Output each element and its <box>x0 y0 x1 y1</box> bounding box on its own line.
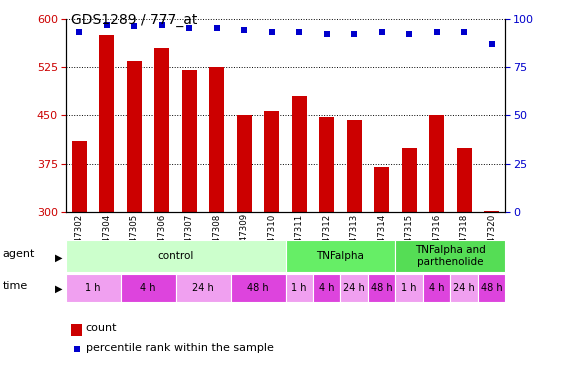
Point <box>460 29 469 35</box>
Bar <box>286 274 313 302</box>
Text: control: control <box>158 251 194 261</box>
Bar <box>66 274 120 302</box>
Bar <box>286 240 395 272</box>
Text: TNFalpha and
parthenolide: TNFalpha and parthenolide <box>415 245 486 267</box>
Point <box>405 31 414 37</box>
Bar <box>72 141 87 212</box>
Text: agent: agent <box>3 249 35 259</box>
Bar <box>484 211 499 212</box>
Text: ▶: ▶ <box>55 284 63 294</box>
Text: 48 h: 48 h <box>247 283 269 293</box>
Point <box>102 21 111 27</box>
Text: 1 h: 1 h <box>401 283 417 293</box>
Bar <box>127 61 142 212</box>
Text: 1 h: 1 h <box>291 283 307 293</box>
Text: 4 h: 4 h <box>140 283 156 293</box>
Bar <box>176 274 231 302</box>
Text: 24 h: 24 h <box>343 283 365 293</box>
Bar <box>478 274 505 302</box>
Point <box>157 21 166 27</box>
Text: 24 h: 24 h <box>453 283 475 293</box>
Point <box>349 31 359 37</box>
Bar <box>313 274 340 302</box>
Bar <box>457 147 472 212</box>
Bar <box>99 35 114 212</box>
Bar <box>292 96 307 212</box>
Text: time: time <box>3 281 28 291</box>
Text: 4 h: 4 h <box>429 283 444 293</box>
Point <box>322 31 331 37</box>
Bar <box>237 116 252 212</box>
Point <box>295 29 304 35</box>
Point <box>72 346 81 352</box>
Point <box>240 27 249 33</box>
Bar <box>340 274 368 302</box>
Bar <box>451 274 478 302</box>
Text: 4 h: 4 h <box>319 283 335 293</box>
Bar <box>66 240 286 272</box>
Point <box>212 26 222 32</box>
Bar <box>401 147 417 212</box>
Text: GDS1289 / 777_at: GDS1289 / 777_at <box>71 13 198 27</box>
Point <box>185 26 194 32</box>
Bar <box>264 111 279 212</box>
Text: 24 h: 24 h <box>192 283 214 293</box>
Point <box>377 29 386 35</box>
Bar <box>368 274 395 302</box>
Bar <box>231 274 286 302</box>
Text: 48 h: 48 h <box>371 283 392 293</box>
Text: ▶: ▶ <box>55 252 63 262</box>
Bar <box>347 120 362 212</box>
Text: TNFalpha: TNFalpha <box>316 251 364 261</box>
Bar <box>209 67 224 212</box>
Text: count: count <box>86 323 117 333</box>
Bar <box>429 116 444 212</box>
Bar <box>319 117 334 212</box>
Text: 48 h: 48 h <box>481 283 502 293</box>
Point <box>267 29 276 35</box>
Bar <box>154 48 170 212</box>
Bar <box>423 274 451 302</box>
Bar <box>182 70 197 212</box>
Bar <box>395 240 505 272</box>
Text: 1 h: 1 h <box>86 283 101 293</box>
Point <box>432 29 441 35</box>
Bar <box>374 167 389 212</box>
Text: percentile rank within the sample: percentile rank within the sample <box>86 343 274 353</box>
Point <box>130 24 139 30</box>
Bar <box>395 274 423 302</box>
Bar <box>120 274 176 302</box>
Point <box>75 29 84 35</box>
Point <box>487 41 496 47</box>
